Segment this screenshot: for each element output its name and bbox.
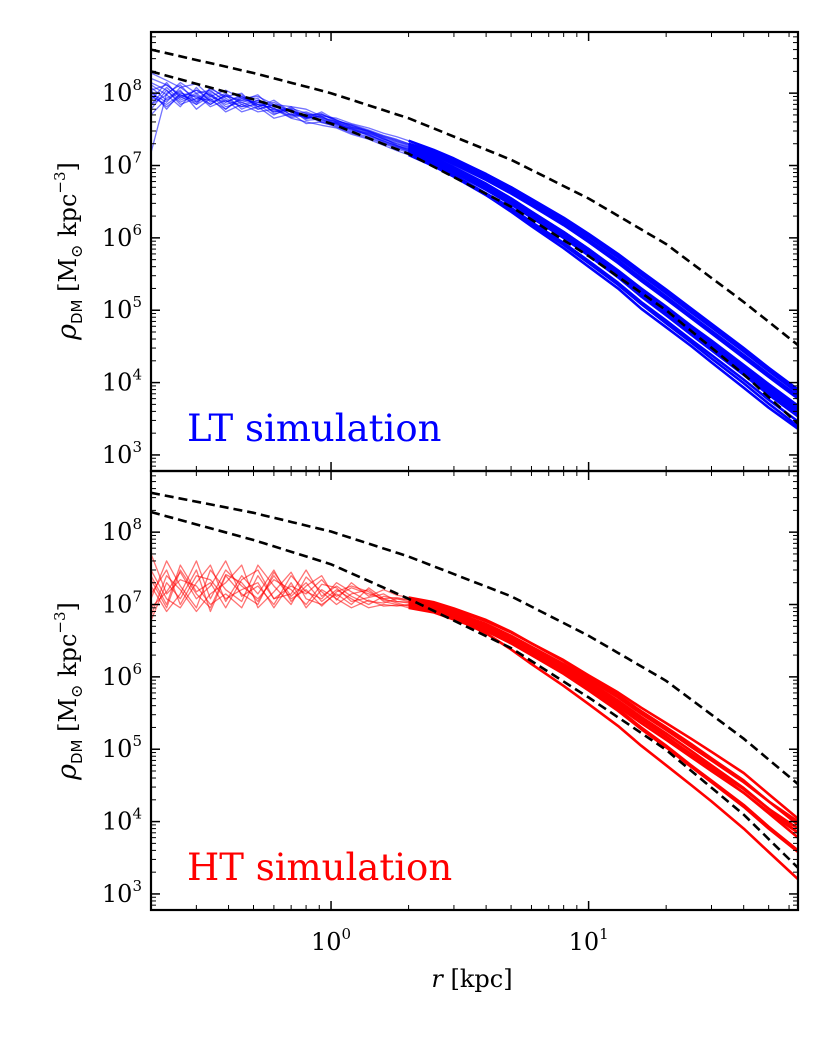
ht-profile-lines — [151, 553, 798, 881]
lt-y-tick-label: 104 — [102, 366, 142, 397]
ht-reference-curve-2 — [151, 510, 798, 869]
ht-profile-outer-5 — [408, 600, 798, 834]
ht-profile-outer-2 — [408, 598, 798, 852]
lt-y-tick-label: 106 — [102, 221, 142, 252]
lt-profile-lines — [151, 72, 798, 430]
ht-reference-curves — [151, 491, 798, 869]
lt-profile-outer-1 — [407, 149, 798, 430]
ht-reference-curve-1 — [151, 491, 798, 786]
x-tick-label: 101 — [569, 925, 609, 956]
lt-reference-curves — [151, 48, 798, 425]
lt-reference-curve-1 — [151, 48, 798, 347]
ht-profile-inner-9 — [151, 569, 409, 609]
lt-profile-outer-10 — [408, 144, 798, 399]
lt-profile-inner-16 — [151, 84, 409, 145]
ht-y-tick-label: 104 — [102, 805, 142, 836]
lt-y-tick-label: 108 — [102, 76, 142, 107]
ht-profile-inner-7 — [151, 564, 409, 616]
x-tick-labels: 100 101 — [311, 925, 609, 956]
ht-plot-frame — [149, 469, 800, 912]
lt-panel: 103 104 105 106 107 108 LT simulation ρDM [M⊙… — [51, 30, 800, 473]
ht-y-tick-label: 107 — [102, 588, 142, 619]
ht-ticks — [150, 470, 798, 911]
x-tick-label: 100 — [311, 925, 351, 956]
lt-simulation-label: LT simulation — [187, 407, 441, 450]
lt-profile-inner-15 — [151, 89, 409, 152]
lt-y-tick-labels: 103 104 105 106 107 108 — [102, 76, 142, 469]
ht-profile-outer-10 — [408, 600, 798, 823]
lt-y-tick-label: 107 — [102, 149, 142, 180]
ht-y-tick-label: 103 — [102, 877, 142, 908]
x-axis-title: r [kpc] — [431, 965, 512, 993]
lt-profile-outer-16 — [408, 142, 798, 391]
lt-profile-inner-5 — [151, 89, 409, 156]
ht-profile-inner-6 — [151, 564, 409, 609]
lt-y-axis-title: ρDM [M⊙ kpc−3] — [51, 162, 86, 341]
lt-profile-inner-14 — [151, 82, 409, 146]
ht-y-tick-label: 106 — [102, 660, 142, 691]
ht-profile-outer-8 — [408, 598, 798, 820]
ht-profile-outer-9 — [408, 603, 798, 830]
ht-y-tick-label: 105 — [102, 732, 142, 763]
ht-y-tick-label: 108 — [102, 515, 142, 546]
lt-y-tick-label: 103 — [102, 438, 142, 469]
lt-y-tick-label: 105 — [102, 293, 142, 324]
lt-profile-outer-13 — [408, 148, 798, 407]
ht-profile-outer-7 — [408, 604, 798, 834]
lt-profile-outer-12 — [408, 148, 798, 415]
ht-y-tick-labels: 103 104 105 106 107 108 — [102, 515, 142, 908]
ht-simulation-label: HT simulation — [187, 846, 452, 889]
ht-y-axis-title: ρDM [M⊙ kpc−3] — [51, 602, 86, 781]
ht-profile-inner-10 — [151, 569, 409, 609]
lt-reference-curve-2 — [151, 70, 798, 425]
ht-profile-outer-3 — [408, 606, 798, 854]
